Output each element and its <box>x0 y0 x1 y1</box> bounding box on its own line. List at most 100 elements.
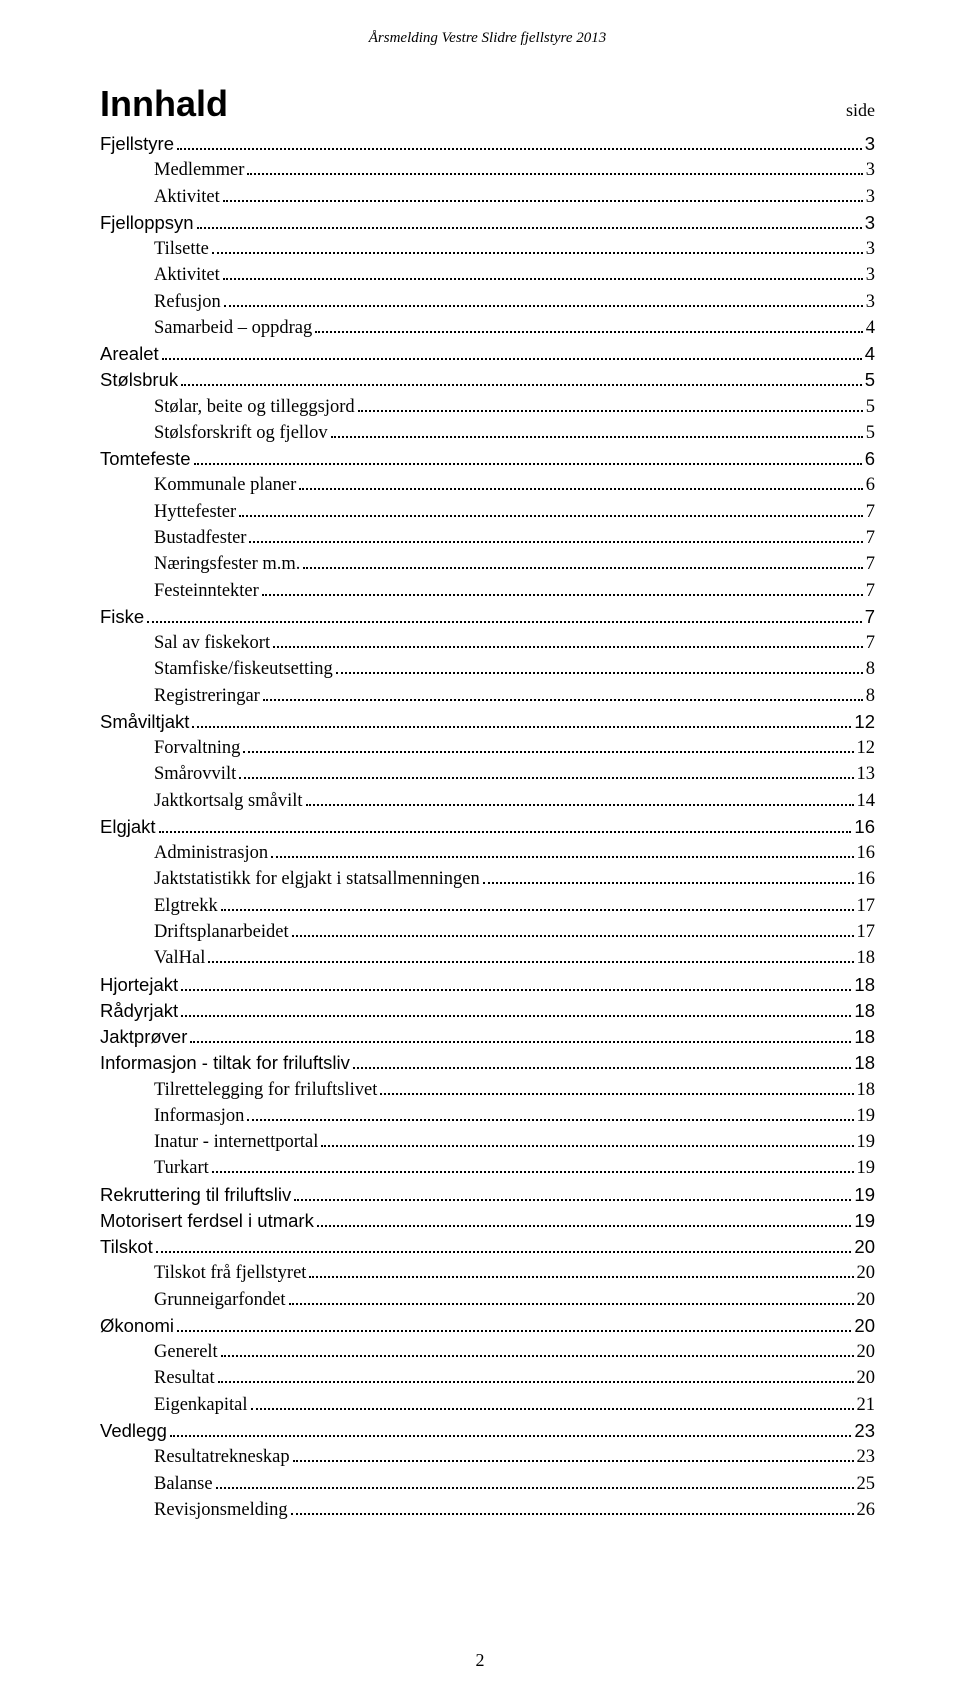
toc-entry[interactable]: Resultat 20 <box>100 1365 875 1391</box>
toc-entry[interactable]: Småviltjakt 12 <box>100 709 875 735</box>
toc-entry-page: 7 <box>866 499 875 525</box>
toc-leader-dots <box>218 1366 854 1384</box>
toc-leader-dots <box>303 552 862 570</box>
toc-entry[interactable]: Resultatrekneskap 23 <box>100 1444 875 1470</box>
toc-entry-page: 3 <box>865 210 875 236</box>
toc-leader-dots <box>147 605 862 623</box>
toc-entry[interactable]: Aktivitet 3 <box>100 262 875 288</box>
toc-leader-dots <box>247 1103 853 1121</box>
toc-entry[interactable]: Næringsfester m.m. 7 <box>100 551 875 577</box>
toc-entry-label: Refusjon <box>154 289 221 315</box>
toc-entry[interactable]: Vedlegg 23 <box>100 1418 875 1444</box>
toc-entry[interactable]: Informasjon - tiltak for friluftsliv 18 <box>100 1050 875 1076</box>
toc-entry[interactable]: Forvaltning 12 <box>100 735 875 761</box>
toc-entry[interactable]: Tomtefeste 6 <box>100 446 875 472</box>
toc-leader-dots <box>177 1314 851 1332</box>
toc-leader-dots <box>192 710 851 728</box>
toc-entry[interactable]: Stamfiske/fiskeutsetting 8 <box>100 656 875 682</box>
toc-entry[interactable]: Jaktkortsalg småvilt 14 <box>100 788 875 814</box>
toc-entry[interactable]: Stølsbruk 5 <box>100 367 875 393</box>
toc-leader-dots <box>243 735 853 753</box>
toc-entry[interactable]: Tilsette 3 <box>100 236 875 262</box>
toc-entry[interactable]: Tilrettelegging for friluftslivet 18 <box>100 1077 875 1103</box>
toc-entry-page: 8 <box>866 656 875 682</box>
toc-leader-dots <box>321 1129 853 1147</box>
toc-leader-dots <box>197 211 862 229</box>
toc-entry[interactable]: Refusjon 3 <box>100 289 875 315</box>
toc-entry[interactable]: Grunneigarfondet 20 <box>100 1287 875 1313</box>
toc-leader-dots <box>292 919 854 937</box>
toc-leader-dots <box>271 840 853 858</box>
toc-leader-dots <box>190 1025 851 1043</box>
toc-entry-label: Elgjakt <box>100 814 156 840</box>
toc-entry[interactable]: Turkart 19 <box>100 1155 875 1181</box>
toc-entry[interactable]: Sal av fiskekort 7 <box>100 630 875 656</box>
toc-entry-label: Økonomi <box>100 1313 174 1339</box>
toc-leader-dots <box>358 394 863 412</box>
toc-entry[interactable]: Festeinntekter 7 <box>100 578 875 604</box>
toc-entry-page: 5 <box>865 367 875 393</box>
toc-entry[interactable]: Medlemmer 3 <box>100 157 875 183</box>
toc-entry-page: 14 <box>857 788 876 814</box>
toc-entry-label: Rådyrjakt <box>100 998 178 1024</box>
toc-leader-dots <box>293 1445 854 1463</box>
toc-entry-page: 12 <box>854 709 875 735</box>
toc-entry[interactable]: ValHal 18 <box>100 945 875 971</box>
toc-entry[interactable]: Inatur - internettportal 19 <box>100 1129 875 1155</box>
toc-leader-dots <box>223 184 863 202</box>
toc-leader-dots <box>263 683 863 701</box>
toc-entry-label: Aktivitet <box>154 184 220 210</box>
toc-entry[interactable]: Elgjakt 16 <box>100 814 875 840</box>
toc-entry[interactable]: Kommunale planer 6 <box>100 472 875 498</box>
toc-leader-dots <box>483 867 854 885</box>
toc-entry[interactable]: Elgtrekk 17 <box>100 893 875 919</box>
toc-leader-dots <box>224 289 863 307</box>
toc-entry-page: 20 <box>857 1339 876 1365</box>
toc-entry-label: Fjellstyre <box>100 131 174 157</box>
toc-entry[interactable]: Smårovvilt 13 <box>100 761 875 787</box>
toc-entry[interactable]: Aktivitet 3 <box>100 184 875 210</box>
toc-entry[interactable]: Fjellstyre 3 <box>100 131 875 157</box>
toc-entry-page: 17 <box>857 919 876 945</box>
toc-entry-page: 18 <box>854 998 875 1024</box>
toc-entry-label: Tomtefeste <box>100 446 191 472</box>
toc-entry-page: 19 <box>857 1129 876 1155</box>
toc-entry-page: 13 <box>857 761 876 787</box>
toc-entry[interactable]: Fjelloppsyn 3 <box>100 210 875 236</box>
toc-entry[interactable]: Arealet 4 <box>100 341 875 367</box>
toc-entry[interactable]: Registreringar 8 <box>100 683 875 709</box>
toc-entry[interactable]: Generelt 20 <box>100 1339 875 1365</box>
toc-entry[interactable]: Balanse 25 <box>100 1471 875 1497</box>
toc-entry-label: Samarbeid – oppdrag <box>154 315 312 341</box>
toc-entry-label: ValHal <box>154 945 205 971</box>
toc-entry-label: Tilrettelegging for friluftslivet <box>154 1077 377 1103</box>
toc-entry[interactable]: Eigenkapital 21 <box>100 1392 875 1418</box>
toc-entry[interactable]: Hyttefester 7 <box>100 499 875 525</box>
toc-entry[interactable]: Driftsplanarbeidet 17 <box>100 919 875 945</box>
toc-entry[interactable]: Rådyrjakt 18 <box>100 998 875 1024</box>
toc-leader-dots <box>194 447 862 465</box>
toc-entry-label: Resultatrekneskap <box>154 1444 290 1470</box>
toc-entry[interactable]: Jaktprøver 18 <box>100 1024 875 1050</box>
toc-entry[interactable]: Tilskot 20 <box>100 1234 875 1260</box>
toc-entry[interactable]: Tilskot frå fjellstyret 20 <box>100 1260 875 1286</box>
toc-entry[interactable]: Rekruttering til friluftsliv 19 <box>100 1182 875 1208</box>
toc-entry[interactable]: Stølar, beite og tilleggsjord 5 <box>100 394 875 420</box>
toc-entry-page: 6 <box>866 472 875 498</box>
toc-entry[interactable]: Økonomi 20 <box>100 1313 875 1339</box>
toc-entry[interactable]: Fiske 7 <box>100 604 875 630</box>
toc-leader-dots <box>221 893 854 911</box>
toc-entry[interactable]: Administrasjon 16 <box>100 840 875 866</box>
toc-entry-page: 7 <box>866 525 875 551</box>
toc-entry-label: Revisjonsmelding <box>154 1497 288 1523</box>
toc-entry-page: 7 <box>866 630 875 656</box>
toc-entry[interactable]: Hjortejakt 18 <box>100 972 875 998</box>
toc-entry[interactable]: Motorisert ferdsel i utmark 19 <box>100 1208 875 1234</box>
toc-entry[interactable]: Samarbeid – oppdrag 4 <box>100 315 875 341</box>
toc-entry[interactable]: Revisjonsmelding 26 <box>100 1497 875 1523</box>
toc-entry[interactable]: Stølsforskrift og fjellov 5 <box>100 420 875 446</box>
toc-leader-dots <box>315 315 863 333</box>
toc-entry[interactable]: Informasjon 19 <box>100 1103 875 1129</box>
toc-entry[interactable]: Bustadfester 7 <box>100 525 875 551</box>
toc-entry[interactable]: Jaktstatistikk for elgjakt i statsallmen… <box>100 866 875 892</box>
